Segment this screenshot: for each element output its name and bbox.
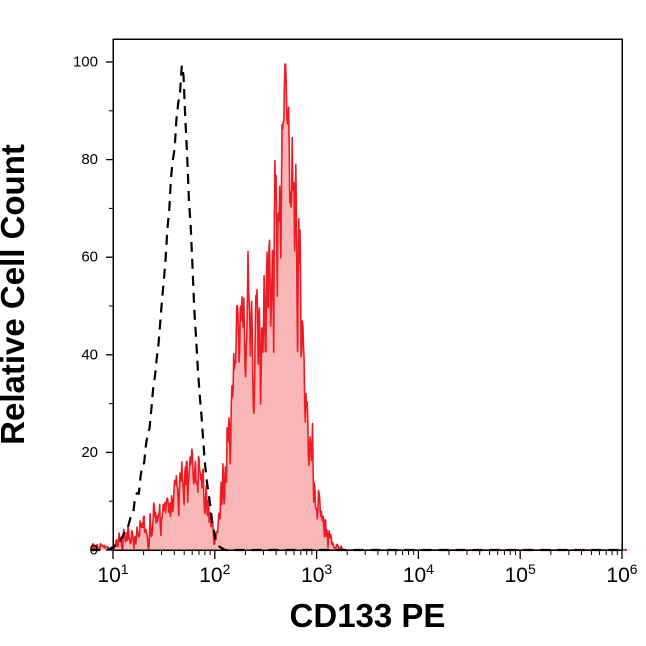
svg-text:80: 80 [81,151,98,168]
svg-text:CD133 PE: CD133 PE [290,597,446,634]
svg-text:Relative Cell Count: Relative Cell Count [0,144,31,445]
svg-text:40: 40 [81,346,98,363]
svg-text:100: 100 [73,54,98,71]
svg-text:0: 0 [90,542,98,559]
svg-text:60: 60 [81,249,98,266]
svg-text:20: 20 [81,444,98,461]
